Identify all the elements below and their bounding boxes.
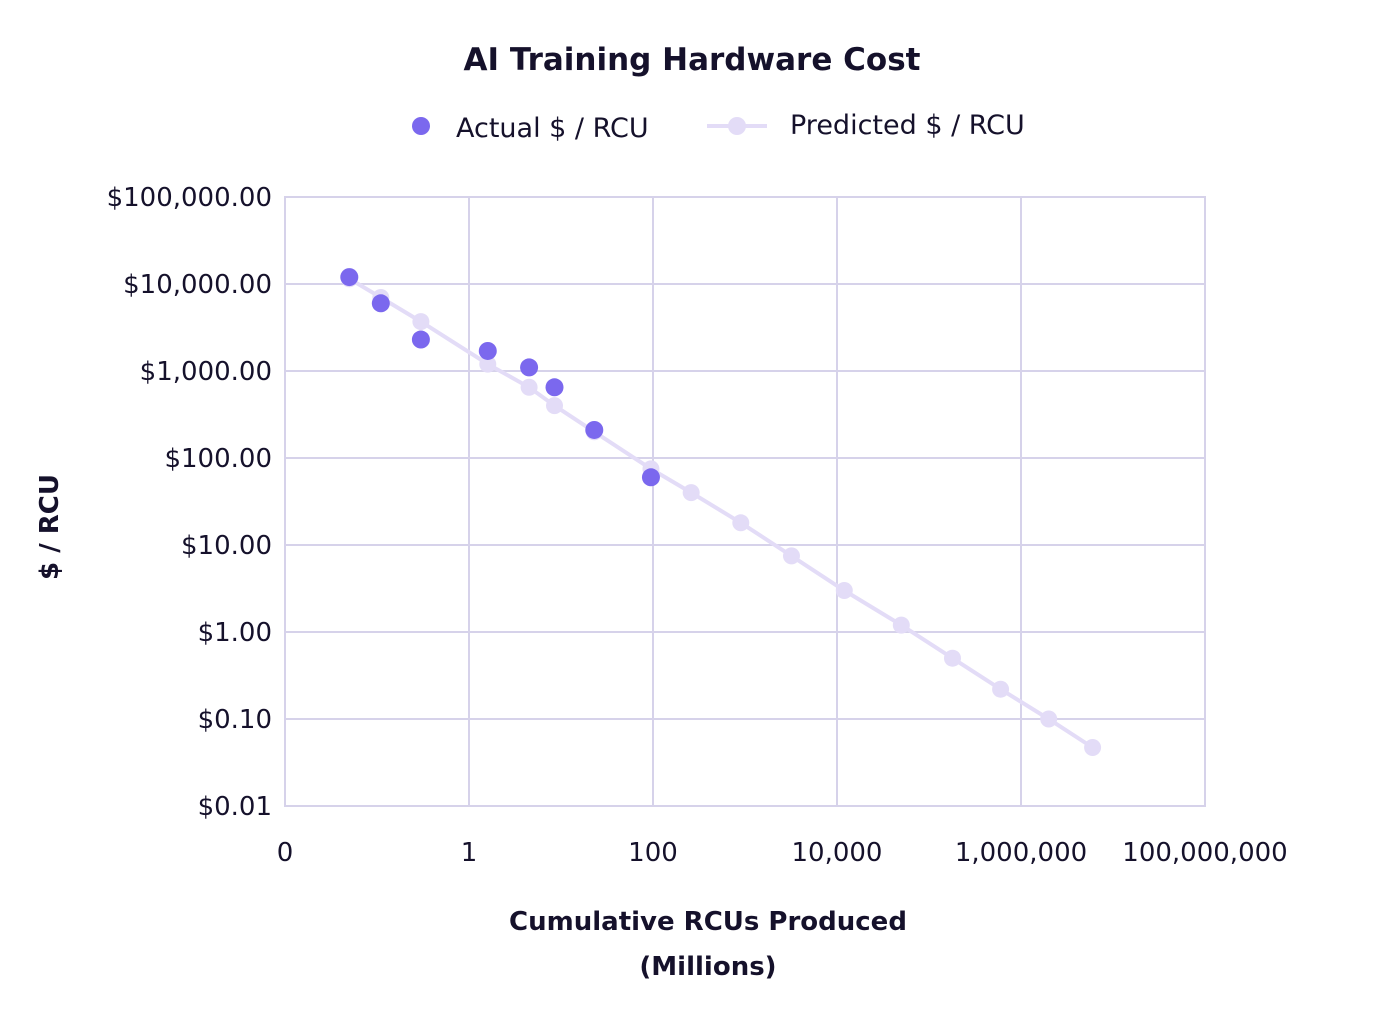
predicted-point [1084,739,1102,757]
predicted-point [546,397,564,415]
legend-label-predicted: Predicted $ / RCU [790,110,1025,141]
y-axis-label: $ / RCU [35,474,65,580]
x-tick-label: 1 [461,838,478,868]
series-actual [340,268,660,487]
predicted-line [348,276,1094,750]
actual-point [478,341,497,360]
actual-point [411,330,430,349]
predicted-point [835,581,853,599]
x-axis-ticks: 0 1 100 10,000 1,000,000 100,000,000 [277,838,1288,868]
predicted-point [992,680,1010,698]
legend-label-actual: Actual $ / RCU [456,113,649,144]
predicted-point [943,649,961,667]
x-tick-label: 1,000,000 [955,838,1087,868]
legend: Actual $ / RCU Predicted $ / RCU [412,110,1025,144]
predicted-point [732,514,750,532]
x-tick-label: 10,000 [792,838,883,868]
actual-point [585,420,604,439]
y-tick-label: $1.00 [198,618,272,648]
plot-frame [284,196,1206,807]
actual-point [641,468,660,487]
actual-point [545,378,564,397]
actual-point [520,358,539,377]
actual-point [340,268,359,287]
predicted-point [892,616,910,634]
y-tick-label: $10.00 [181,531,272,561]
y-tick-label: $100,000.00 [107,183,272,213]
y-tick-label: $10,000.00 [123,270,272,300]
y-axis-ticks: $100,000.00 $10,000.00 $1,000.00 $100.00 $10… [107,183,272,822]
y-tick-label: $100.00 [164,444,272,474]
legend-marker-predicted [728,117,746,135]
x-axis-label-line2: (Millions) [639,952,776,982]
predicted-point [479,355,497,373]
x-tick-label: 100,000,000 [1122,838,1287,868]
y-tick-label: $0.10 [198,705,272,735]
y-tick-label: $1,000.00 [140,357,272,387]
series-predicted [340,270,1102,757]
actual-point [371,294,390,313]
predicted-point [520,378,538,396]
legend-marker-actual [412,117,430,135]
chart-title: AI Training Hardware Cost [464,42,921,78]
plot-grid [284,196,1206,807]
x-axis-label-line1: Cumulative RCUs Produced [509,907,907,937]
predicted-point [412,313,430,331]
predicted-point [1040,710,1058,728]
y-tick-label: $0.01 [198,792,272,822]
x-tick-label: 100 [628,838,678,868]
x-tick-label: 0 [277,838,294,868]
predicted-point [782,547,800,565]
predicted-point [682,484,700,502]
